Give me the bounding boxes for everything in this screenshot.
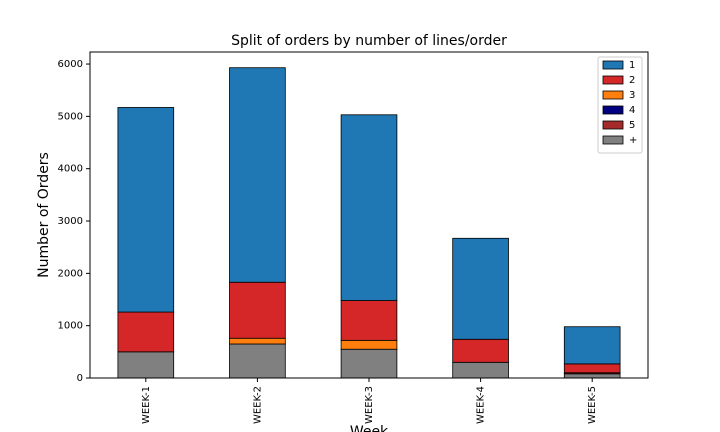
legend-swatch [602, 75, 624, 85]
y-tick-label: 1000 [58, 321, 83, 332]
x-tick-label: WEEK-4 [476, 386, 487, 424]
x-axis-label: Week [350, 424, 389, 432]
bar-segment [340, 114, 398, 301]
bar-segment [229, 281, 286, 339]
plot-frame [89, 51, 649, 379]
legend-label: 5 [629, 120, 635, 131]
y-tick-label: 2000 [58, 268, 83, 279]
bar-segment [563, 373, 621, 379]
bar-segment [229, 337, 286, 345]
bar-segment [452, 237, 509, 340]
x-tick-label: WEEK-2 [252, 386, 263, 424]
legend-label: 3 [629, 90, 635, 101]
legend-swatch [602, 105, 624, 115]
bar-segment [229, 343, 286, 379]
legend-label: + [629, 135, 637, 146]
y-tick-label: 5000 [58, 111, 83, 122]
bar-segment [117, 351, 175, 379]
legend-label: 4 [629, 105, 635, 116]
chart-title: Split of orders by number of lines/order [231, 33, 507, 49]
legend-swatch [602, 60, 624, 70]
x-tick-label: WEEK-3 [364, 386, 375, 424]
x-tick-label: WEEK-5 [587, 386, 598, 424]
legend-swatch [602, 120, 624, 130]
bar-segment [563, 326, 621, 365]
bar-segment [340, 339, 398, 350]
bar-segment [563, 363, 621, 374]
bar-segment [452, 361, 509, 379]
y-tick-label: 6000 [58, 59, 83, 70]
bar-segment [117, 311, 175, 353]
bar-segment [229, 67, 286, 283]
legend-swatch [602, 90, 624, 100]
y-tick-label: 3000 [58, 216, 83, 227]
bar-segment [117, 107, 175, 313]
bar-segment [340, 348, 398, 379]
bar-segment [340, 300, 398, 341]
legend-label: 2 [629, 75, 635, 86]
x-tick-label: WEEK-1 [141, 386, 152, 424]
y-axis-label: Number of Orders [36, 152, 52, 278]
legend-swatch [602, 135, 624, 145]
bar-segment [452, 338, 509, 363]
y-tick-label: 0 [77, 373, 83, 384]
legend-label: 1 [629, 60, 635, 71]
y-tick-label: 4000 [58, 164, 83, 175]
